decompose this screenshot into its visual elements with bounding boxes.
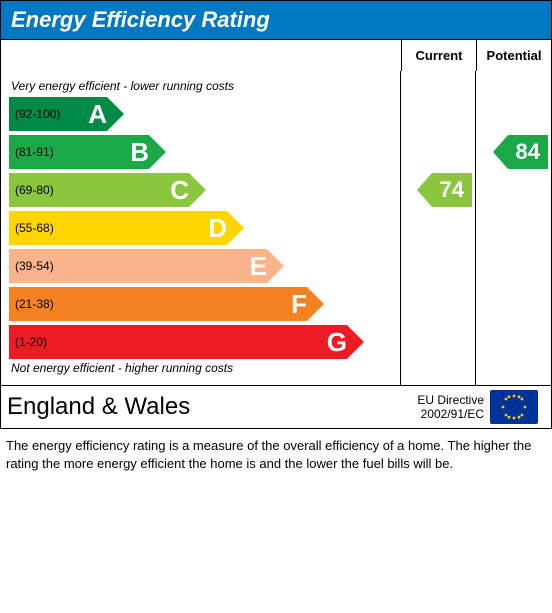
header-bands	[1, 40, 401, 71]
chart-grid: Current Potential Very energy efficient …	[1, 39, 551, 385]
epc-chart: Energy Efficiency Rating Current Potenti…	[0, 0, 552, 429]
note-top: Very energy efficient - lower running co…	[9, 77, 400, 97]
band-letter: E	[250, 249, 271, 283]
band-letter: D	[208, 211, 231, 245]
current-pointer: 74	[417, 173, 472, 207]
eu-flag-icon	[490, 390, 538, 424]
band-range: (1-20)	[9, 335, 47, 349]
directive-label: EU Directive 2002/91/EC	[334, 393, 484, 422]
bands-column: Very energy efficient - lower running co…	[1, 71, 401, 385]
band-letter: B	[130, 135, 153, 169]
band-range: (21-38)	[9, 297, 54, 311]
band-range: (55-68)	[9, 221, 54, 235]
band-e: (39-54) E	[9, 249, 400, 283]
band-letter: G	[327, 325, 351, 359]
potential-column: 84	[476, 71, 551, 385]
band-range: (69-80)	[9, 183, 54, 197]
band-c: (69-80) C	[9, 173, 400, 207]
current-value: 74	[432, 173, 472, 207]
band-g: (1-20) G	[9, 325, 400, 359]
band-f: (21-38) F	[9, 287, 400, 321]
bands-list: (92-100) A (81-91) B (69-80) C (55-68) D (39-54)…	[9, 97, 400, 359]
band-a: (92-100) A	[9, 97, 400, 131]
band-d: (55-68) D	[9, 211, 400, 245]
note-bottom: Not energy efficient - higher running co…	[9, 359, 400, 379]
directive-line1: EU Directive	[334, 393, 484, 407]
potential-pointer: 84	[493, 135, 548, 169]
band-letter: C	[170, 173, 193, 207]
header-potential: Potential	[476, 40, 551, 71]
potential-value: 84	[508, 135, 548, 169]
region-label: England & Wales	[7, 393, 328, 421]
footer: England & Wales EU Directive 2002/91/EC	[1, 385, 551, 428]
header-current: Current	[401, 40, 476, 71]
current-column: 74	[401, 71, 476, 385]
directive-line2: 2002/91/EC	[334, 407, 484, 421]
band-letter: A	[88, 97, 111, 131]
chart-title: Energy Efficiency Rating	[1, 1, 551, 39]
band-range: (39-54)	[9, 259, 54, 273]
band-b: (81-91) B	[9, 135, 400, 169]
description-text: The energy efficiency rating is a measur…	[0, 429, 552, 478]
band-letter: F	[291, 287, 311, 321]
band-range: (92-100)	[9, 107, 60, 121]
band-range: (81-91)	[9, 145, 54, 159]
